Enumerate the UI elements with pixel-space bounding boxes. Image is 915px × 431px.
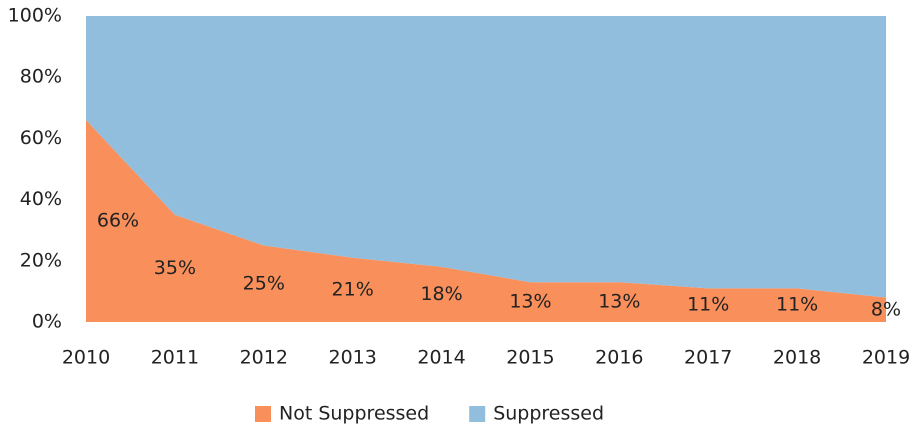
x-tick-label: 2019: [862, 347, 910, 369]
data-label: 25%: [243, 272, 285, 294]
legend-swatch: [255, 406, 271, 422]
y-tick-label: 60%: [20, 127, 62, 149]
x-tick-label: 2017: [684, 347, 732, 369]
y-tick-label: 100%: [8, 5, 62, 27]
legend-label: Suppressed: [493, 403, 604, 425]
area: [86, 16, 886, 298]
y-tick-label: 80%: [20, 66, 62, 88]
data-label: 35%: [154, 257, 196, 279]
x-tick-label: 2012: [240, 347, 288, 369]
x-tick-label: 2011: [151, 347, 199, 369]
x-tick-label: 2013: [328, 347, 376, 369]
y-tick-label: 40%: [20, 188, 62, 210]
x-tick-label: 2018: [773, 347, 821, 369]
x-tick-label: 2014: [417, 347, 465, 369]
data-label: 11%: [776, 294, 818, 316]
data-label: 11%: [687, 294, 729, 316]
y-tick-label: 20%: [20, 249, 62, 271]
data-label: 66%: [97, 210, 139, 232]
x-tick-label: 2015: [506, 347, 554, 369]
data-label: 18%: [420, 283, 462, 305]
legend-label: Not Suppressed: [279, 403, 429, 425]
data-label: 13%: [598, 291, 640, 313]
area: [86, 120, 886, 322]
data-label: 13%: [509, 291, 551, 313]
x-tick-label: 2010: [62, 347, 110, 369]
legend-swatch: [469, 406, 486, 422]
data-label: 21%: [332, 278, 374, 300]
y-tick-label: 0%: [32, 311, 62, 333]
x-tick-label: 2016: [595, 347, 643, 369]
data-label: 8%: [871, 298, 901, 320]
